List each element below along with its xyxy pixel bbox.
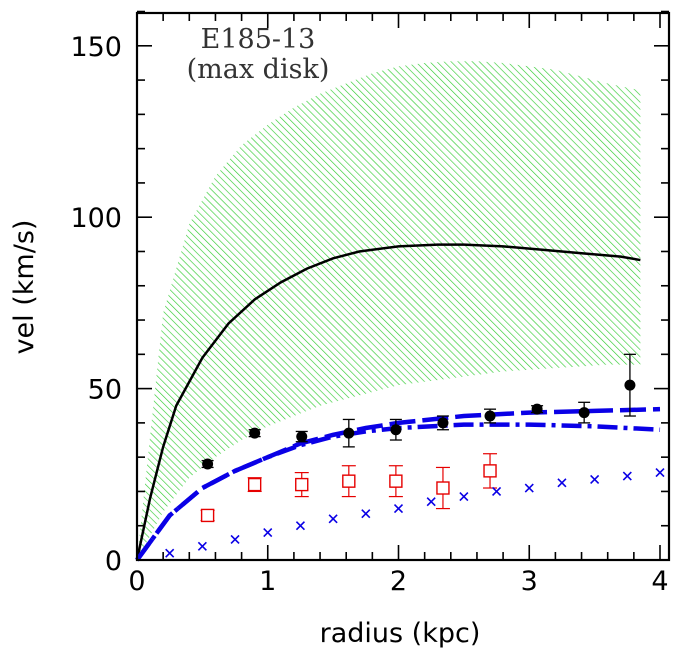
dash-dot-curve [135,422,661,562]
cross-point [655,468,665,478]
model-label: (max disk) [187,54,330,85]
x-tick-label: 0 [128,566,145,597]
cross-point [361,509,371,519]
cross-point [393,504,404,514]
cross-point [557,478,567,488]
filled-circle-point [484,410,496,422]
cross-point [590,474,600,485]
galaxy-label: E185-13 [201,24,316,55]
filled-circle-point [437,417,449,429]
axes: 0 1 2 3 4 0 50 100 150 [70,10,671,597]
solid-curve [135,243,641,561]
cross-point [524,483,534,493]
y-tick-label: 0 [105,546,122,577]
filled-circle-point [390,424,402,436]
cross-point [197,541,207,551]
open-square-point [483,464,497,478]
cross-point [328,514,338,524]
filled-circle-point [624,379,636,391]
filled-circle-point [202,458,214,470]
x-tick-label: 3 [521,566,538,597]
cross-point [622,471,632,481]
y-axis-title: vel (km/s) [9,220,40,355]
cross-point [230,534,240,544]
y-tick-label: 100 [70,203,122,234]
open-square-point [295,477,309,492]
cross-point [263,528,273,538]
data-points [165,353,665,558]
filled-circle-point [578,407,590,419]
open-square-point [389,474,403,488]
velocity-range-band [137,61,641,560]
cross-point [295,521,306,531]
model-curves [135,243,661,562]
x-tick-label: 1 [259,566,276,597]
open-square-point [436,481,450,495]
open-square-point [200,508,215,523]
x-tick-label: 4 [651,566,668,597]
dashed-curve [135,406,661,562]
y-tick-label: 150 [70,32,122,63]
filled-circle-point [531,403,543,415]
x-tick-label: 2 [390,566,407,597]
cross-point [459,492,469,502]
cross-point [491,486,502,497]
filled-circle-point [249,427,261,439]
open-square-point [247,477,262,492]
cross-point [426,497,436,507]
hatched-range-band [137,61,641,560]
cross-point [165,548,175,558]
filled-circle-point [296,431,308,443]
y-tick-label: 50 [88,375,122,406]
x-axis-title: radius (kpc) [320,618,481,648]
open-square-point [342,474,356,488]
filled-circle-point [343,427,355,439]
